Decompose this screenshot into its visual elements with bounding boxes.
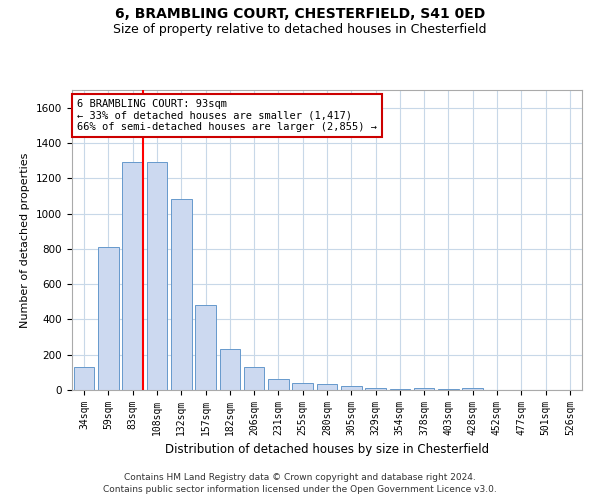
Bar <box>98 247 119 390</box>
Bar <box>146 162 167 390</box>
Bar <box>244 367 265 390</box>
Text: Size of property relative to detached houses in Chesterfield: Size of property relative to detached ho… <box>113 22 487 36</box>
Bar <box>122 162 143 390</box>
Text: Contains HM Land Registry data © Crown copyright and database right 2024.: Contains HM Land Registry data © Crown c… <box>124 472 476 482</box>
Text: 6, BRAMBLING COURT, CHESTERFIELD, S41 0ED: 6, BRAMBLING COURT, CHESTERFIELD, S41 0E… <box>115 8 485 22</box>
Bar <box>389 389 410 390</box>
Text: 6 BRAMBLING COURT: 93sqm
← 33% of detached houses are smaller (1,417)
66% of sem: 6 BRAMBLING COURT: 93sqm ← 33% of detach… <box>77 99 377 132</box>
Bar <box>292 383 313 390</box>
Bar <box>195 306 216 390</box>
Bar <box>463 388 483 390</box>
Bar <box>317 384 337 390</box>
Bar <box>220 348 240 390</box>
Bar <box>341 386 362 390</box>
Y-axis label: Number of detached properties: Number of detached properties <box>20 152 31 328</box>
Bar <box>268 378 289 390</box>
Bar <box>438 389 459 390</box>
Bar <box>414 388 434 390</box>
Bar <box>171 200 191 390</box>
Bar <box>365 388 386 390</box>
Bar <box>74 367 94 390</box>
Text: Distribution of detached houses by size in Chesterfield: Distribution of detached houses by size … <box>165 442 489 456</box>
Text: Contains public sector information licensed under the Open Government Licence v3: Contains public sector information licen… <box>103 485 497 494</box>
